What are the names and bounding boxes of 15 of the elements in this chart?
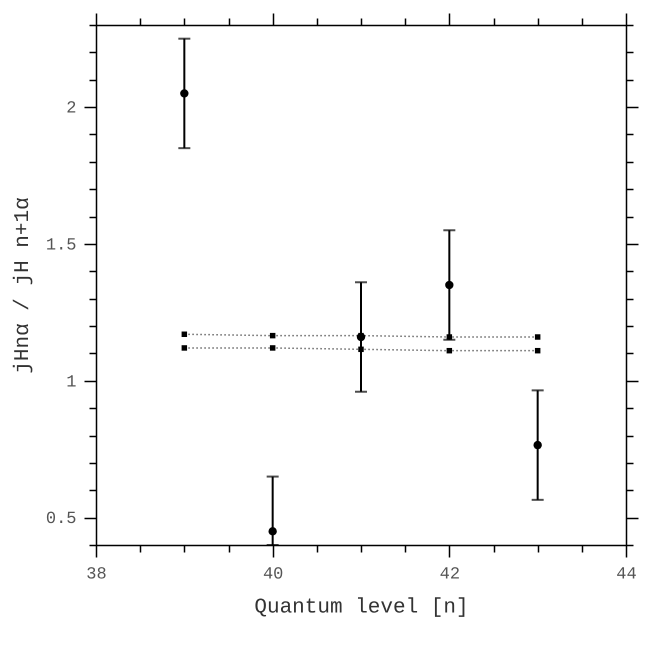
point <box>533 440 542 450</box>
point <box>180 89 189 98</box>
point <box>445 280 454 290</box>
y-tick-label: 2 <box>66 100 76 119</box>
point <box>268 527 277 536</box>
point <box>356 332 366 342</box>
x-tick-label: 38 <box>86 566 107 584</box>
x-tick-label: 44 <box>616 566 637 584</box>
x-axis-title: Quantum level [n] <box>254 596 469 620</box>
y-tick-label: 0.5 <box>46 510 76 530</box>
y-axis-title: jHnα / jH n+1α <box>12 197 35 374</box>
y-tick-label: 1.5 <box>46 236 76 256</box>
x-tick-label: 42 <box>440 566 460 584</box>
y-tick-label: 1 <box>66 373 76 392</box>
x-tick-label: 40 <box>262 566 284 584</box>
